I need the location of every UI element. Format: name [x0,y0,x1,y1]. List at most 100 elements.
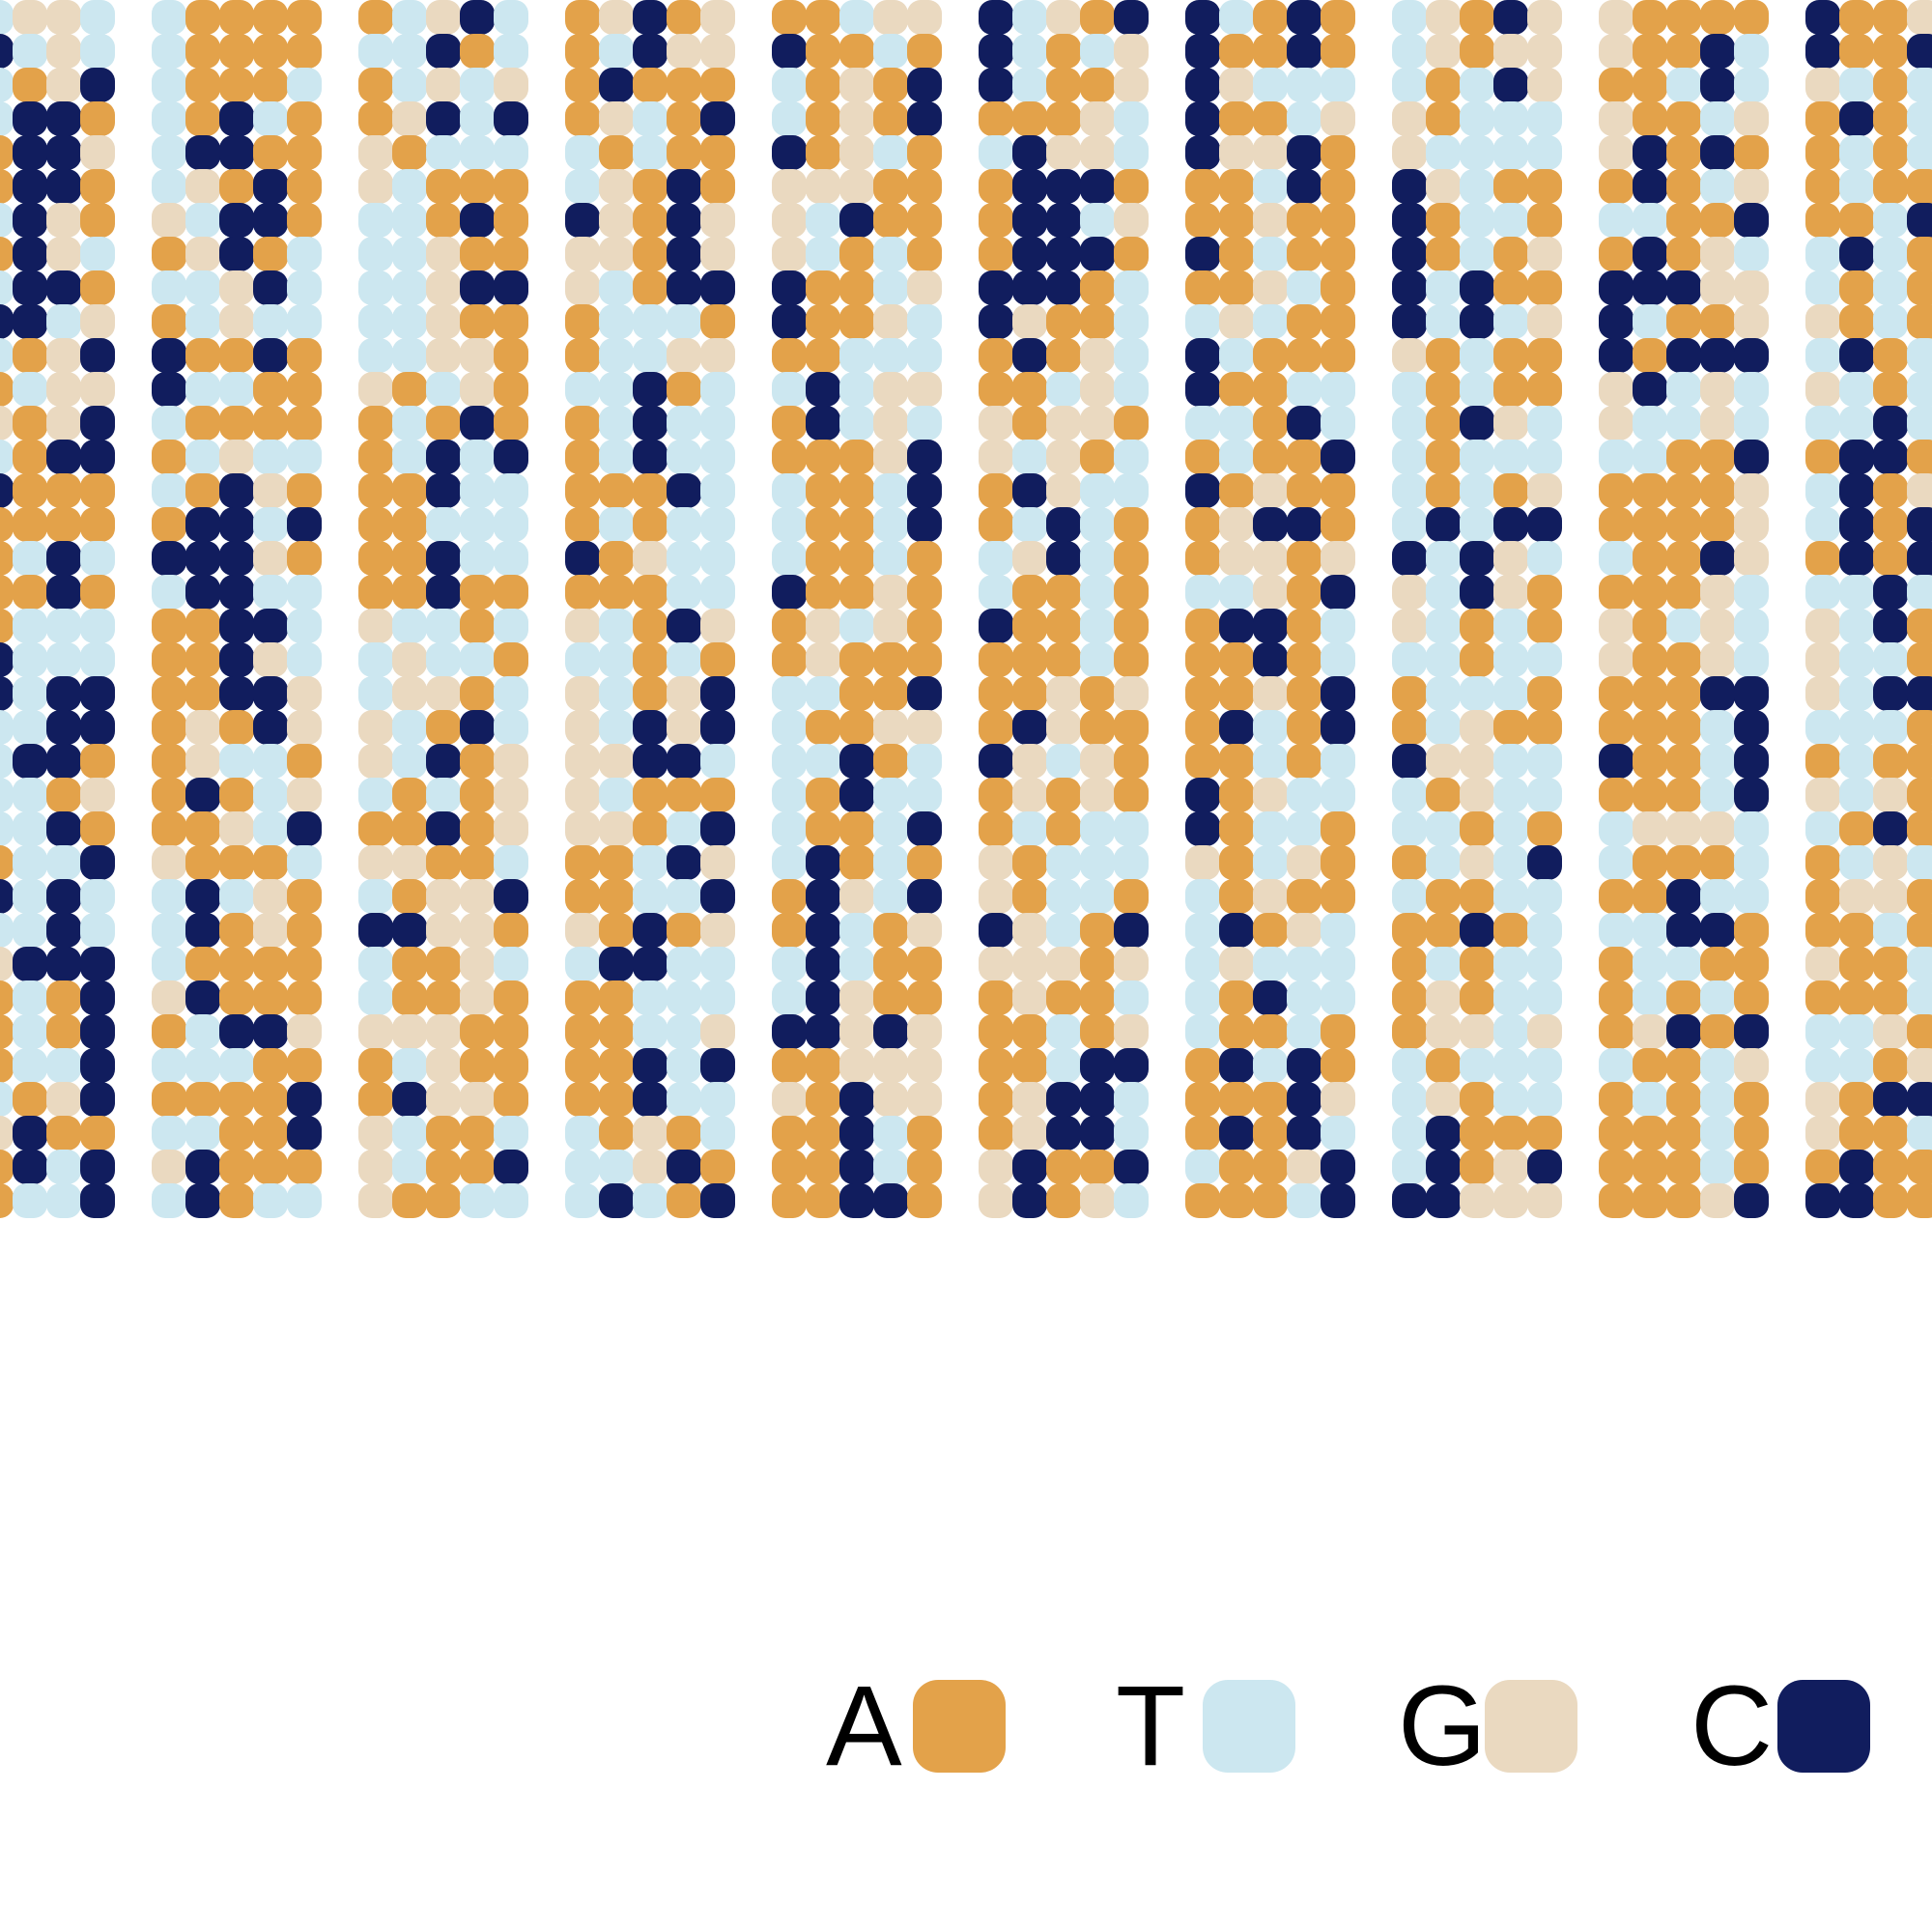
nucleotide-dot [1873,203,1908,238]
nucleotide-dot [1493,237,1528,271]
nucleotide-dot [287,169,322,204]
nucleotide-dot [1426,372,1461,407]
nucleotide-dot [1426,473,1461,508]
nucleotide-dot [1114,203,1149,238]
nucleotide-dot [1599,406,1634,440]
nucleotide-dot [1321,710,1355,745]
nucleotide-dot [1253,203,1288,238]
nucleotide-dot [772,1082,807,1117]
nucleotide-dot [1599,1048,1634,1083]
nucleotide-dot [1493,744,1528,779]
nucleotide-dot [1185,237,1220,271]
nucleotide-dot [839,1014,874,1049]
nucleotide-dot [1012,507,1047,542]
nucleotide-dot [1633,879,1667,914]
nucleotide-dot [1633,237,1667,271]
nucleotide-dot [1527,609,1562,643]
nucleotide-dot [0,1150,14,1184]
nucleotide-dot [1219,980,1254,1015]
nucleotide-dot [1253,947,1288,981]
nucleotide-dot [1839,270,1874,305]
nucleotide-dot [1460,440,1494,474]
nucleotide-dot [0,811,14,846]
nucleotide-dot [1493,947,1528,981]
nucleotide-dot [287,338,322,373]
nucleotide-dot [1493,1082,1528,1117]
nucleotide-dot [1633,913,1667,948]
nucleotide-dot [700,338,735,373]
nucleotide-dot [1734,1082,1769,1117]
nucleotide-dot [1734,913,1769,948]
nucleotide-dot [13,1048,47,1083]
legend-swatch-a [913,1680,1006,1773]
nucleotide-dot [565,947,600,981]
nucleotide-dot [80,237,115,271]
nucleotide-dot [565,811,600,846]
nucleotide-dot [1700,169,1735,204]
nucleotide-dot [1253,34,1288,69]
nucleotide-dot [287,609,322,643]
nucleotide-dot [0,913,14,948]
nucleotide-dot [426,1048,461,1083]
nucleotide-dot [426,1082,461,1117]
nucleotide-dot [287,744,322,779]
nucleotide-dot [1805,980,1840,1015]
nucleotide-dot [1839,676,1874,711]
nucleotide-dot [565,473,600,508]
nucleotide-dot [700,304,735,339]
nucleotide-dot [1321,845,1355,880]
nucleotide-dot [392,338,427,373]
nucleotide-dot [185,541,220,576]
nucleotide-dot [633,778,668,812]
nucleotide-dot [358,609,393,643]
nucleotide-dot [1080,676,1115,711]
nucleotide-dot [460,1082,495,1117]
nucleotide-dot [565,1014,600,1049]
nucleotide-dot [1873,101,1908,136]
nucleotide-dot [80,1183,115,1218]
nucleotide-dot [667,811,701,846]
nucleotide-dot [667,68,701,102]
nucleotide-dot [839,845,874,880]
nucleotide-dot [358,372,393,407]
nucleotide-dot [907,270,942,305]
nucleotide-dot [1219,676,1254,711]
nucleotide-dot [185,270,220,305]
nucleotide-dot [1253,676,1288,711]
nucleotide-dot [0,642,14,677]
nucleotide-dot [565,609,600,643]
nucleotide-dot [1114,609,1149,643]
nucleotide-dot [1873,609,1908,643]
nucleotide-dot [1114,541,1149,576]
nucleotide-dot [1527,68,1562,102]
nucleotide-dot [806,879,840,914]
nucleotide-dot [80,676,115,711]
nucleotide-dot [1287,913,1321,948]
nucleotide-dot [599,1150,634,1184]
nucleotide-dot [839,68,874,102]
nucleotide-dot [772,406,807,440]
nucleotide-dot [700,507,735,542]
nucleotide-dot [873,710,908,745]
nucleotide-dot [1599,744,1634,779]
nucleotide-dot [772,642,807,677]
nucleotide-dot [46,947,81,981]
nucleotide-dot [358,879,393,914]
nucleotide-dot [1527,0,1562,35]
nucleotide-dot [700,237,735,271]
nucleotide-dot [565,879,600,914]
nucleotide-dot [358,203,393,238]
nucleotide-dot [392,575,427,610]
nucleotide-dot [1839,642,1874,677]
nucleotide-dot [1700,1150,1735,1184]
nucleotide-dot [565,507,600,542]
nucleotide-dot [700,1150,735,1184]
nucleotide-dot [494,642,528,677]
nucleotide-dot [460,270,495,305]
nucleotide-dot [806,270,840,305]
nucleotide-dot [633,68,668,102]
nucleotide-dot [80,811,115,846]
nucleotide-dot [1253,304,1288,339]
nucleotide-dot [633,406,668,440]
nucleotide-dot [426,101,461,136]
